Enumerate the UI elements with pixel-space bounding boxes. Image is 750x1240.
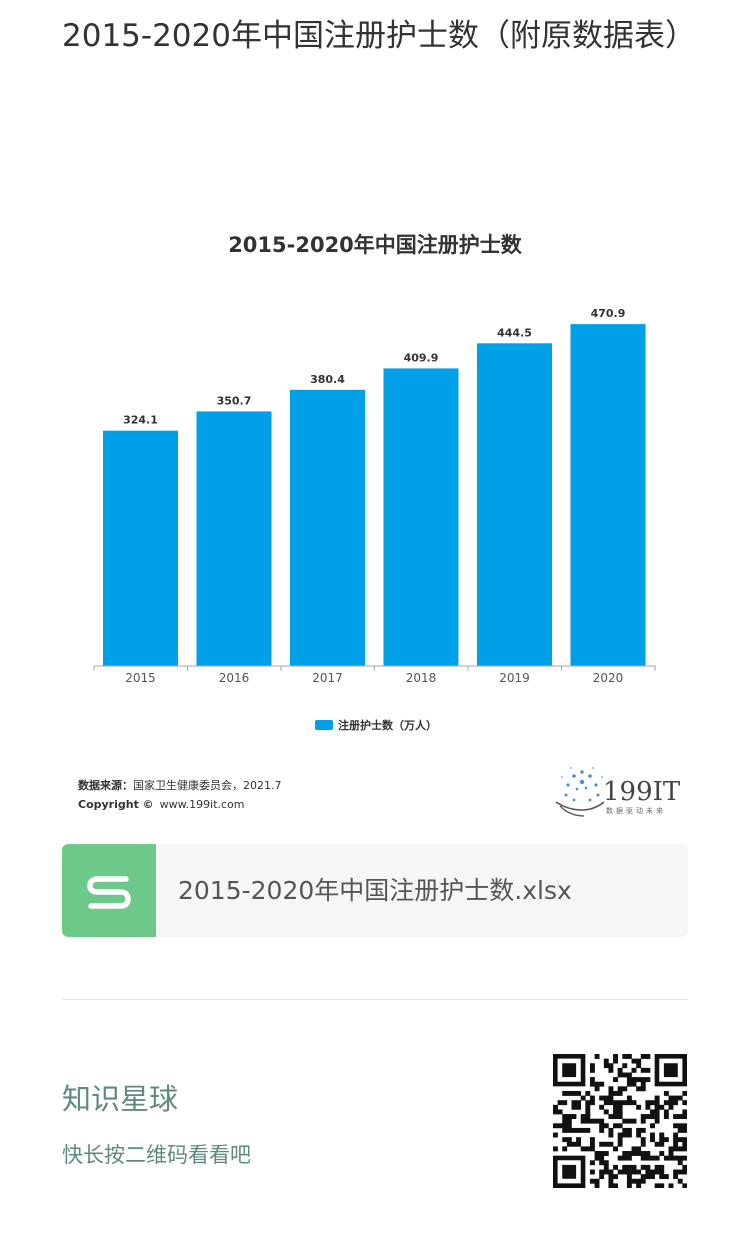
- svg-text:Copyright ©www.199it.com: Copyright © www.199it.com: [78, 798, 245, 811]
- qr-code-icon[interactable]: [553, 1054, 687, 1188]
- dandelion-icon: [560, 766, 604, 802]
- logo-tagline: 数据驱动未来: [606, 806, 666, 815]
- x-tick-label-2020: 2020: [593, 671, 624, 685]
- legend: 注册护士数（万人）: [315, 718, 437, 732]
- attachment-filename[interactable]: 2015-2020年中国注册护士数.xlsx: [178, 876, 572, 905]
- bar-chart: 2015-2020年中国注册护士数 324.1 350.7 380.4 409.9 44…: [78, 233, 681, 817]
- page-title: 2015-2020年中国注册护士数（附原数据表）: [62, 18, 696, 54]
- source-label: 数据来源：: [78, 778, 133, 792]
- data-label-2020: 470.9: [591, 307, 626, 320]
- data-label-2015: 324.1: [123, 414, 158, 427]
- data-label-2017: 380.4: [310, 373, 345, 386]
- x-tick-label-2015: 2015: [125, 671, 156, 685]
- copyright-label: Copyright ©: [78, 798, 154, 811]
- brand-logo: 199IT 数据驱动未来: [555, 766, 681, 817]
- x-tick-label-2016: 2016: [219, 671, 250, 685]
- legend-label: 注册护士数（万人）: [338, 718, 437, 732]
- bar-group: 324.1 350.7 380.4 409.9 444.5 470.9: [103, 307, 646, 666]
- legend-swatch: [315, 720, 333, 730]
- data-label-2018: 409.9: [404, 351, 439, 364]
- footer-subtitle: 快长按二维码看看吧: [62, 1143, 251, 1167]
- data-label-2019: 444.5: [497, 326, 532, 339]
- source-text: 国家卫生健康委员会，2021.7: [133, 778, 282, 792]
- bar-2016: [196, 411, 272, 666]
- footer-title: 知识星球: [62, 1082, 179, 1116]
- x-axis-ticks: 2015 2016 2017 2018 2019 2020: [93, 666, 656, 685]
- x-tick-label-2018: 2018: [406, 671, 437, 685]
- logo-text: 199IT: [603, 777, 681, 807]
- x-tick-label-2019: 2019: [499, 671, 530, 685]
- x-tick-label-2017: 2017: [312, 671, 343, 685]
- bar-2017: [290, 389, 365, 666]
- bar-2020: [570, 324, 646, 666]
- bar-2019: [477, 343, 552, 666]
- source-note: 数据来源：国家卫生健康委员会，2021.7 Copyright © www.199…: [78, 778, 282, 811]
- divider: [62, 999, 688, 1000]
- copyright-url: www.199it.com: [160, 798, 245, 811]
- bar-2018: [383, 368, 459, 666]
- svg-text:数据来源：国家卫生健康委员会，2021.7: 数据来源：国家卫生健康委员会，2021.7: [78, 778, 282, 792]
- spreadsheet-s-icon: [62, 844, 156, 937]
- bar-2015: [103, 430, 178, 666]
- chart-title: 2015-2020年中国注册护士数: [228, 233, 523, 257]
- attachment-card[interactable]: 2015-2020年中国注册护士数.xlsx: [62, 844, 688, 937]
- data-label-2016: 350.7: [217, 394, 252, 407]
